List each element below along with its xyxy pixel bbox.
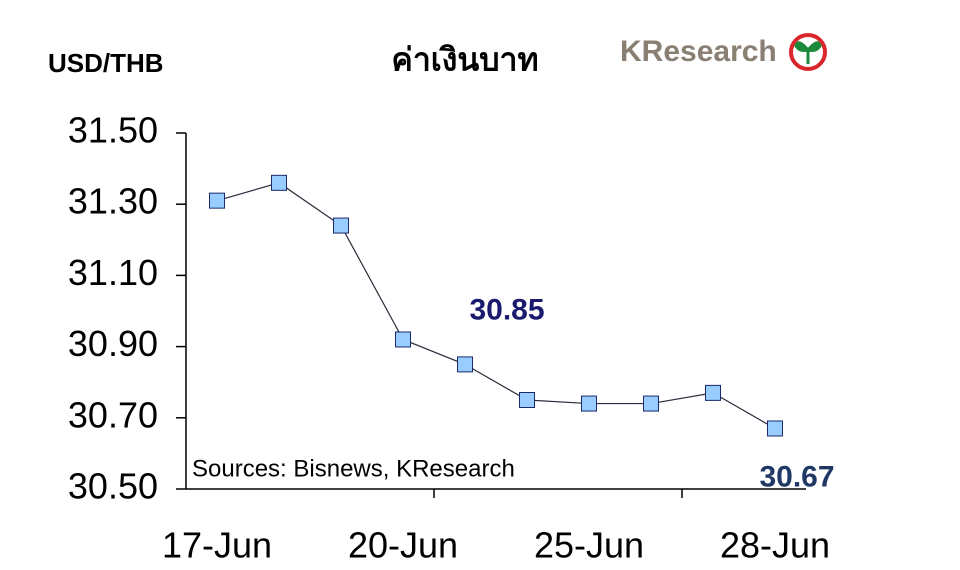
- y-tick-label: 31.10: [68, 252, 158, 293]
- y-tick-label: 30.50: [68, 466, 158, 507]
- x-tick-label: 28-Jun: [720, 525, 830, 566]
- data-point: [519, 392, 535, 408]
- data-line: [216, 182, 776, 430]
- data-point: [705, 384, 721, 401]
- data-point: [643, 395, 659, 412]
- data-point: [767, 420, 783, 437]
- x-tick-label: 20-Jun: [348, 525, 458, 566]
- y-axis-label: USD/THB: [48, 48, 164, 78]
- data-point: [333, 217, 349, 234]
- data-point: [395, 331, 411, 348]
- chart-title: ค่าเงินบาท: [391, 41, 538, 77]
- x-tick-label: 17-Jun: [162, 525, 272, 566]
- data-label: 30.67: [759, 460, 834, 493]
- data-point: [457, 356, 473, 373]
- data-point: [271, 174, 287, 191]
- y-tick-label: 31.50: [68, 110, 158, 151]
- x-tick-label: 25-Jun: [534, 525, 644, 566]
- source-note: Sources: Bisnews, KResearch: [192, 455, 515, 482]
- data-point: [581, 395, 597, 412]
- data-label: 30.85: [469, 293, 544, 326]
- y-tick-label: 30.90: [68, 323, 158, 364]
- y-tick-label: 31.30: [68, 181, 158, 222]
- logo: KResearch: [620, 35, 777, 68]
- logo-icon: [789, 33, 827, 71]
- data-point: [209, 192, 225, 209]
- y-tick-label: 30.70: [68, 394, 158, 435]
